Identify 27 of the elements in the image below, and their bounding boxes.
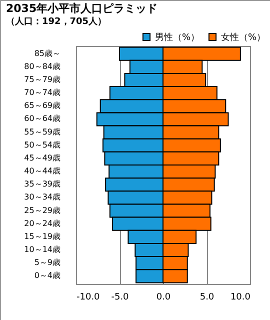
- y-tick-label: 30～34歳: [24, 192, 60, 202]
- legend-label: 男性（%）: [155, 32, 200, 43]
- chart-subtitle: （人口：192，705人）: [6, 16, 107, 27]
- y-tick-label: 5～9歳: [34, 258, 60, 268]
- y-tick-label: 0～4歳: [34, 271, 60, 280]
- x-tick-label: -5.0: [111, 292, 130, 302]
- y-tick-label: 60～64歳: [24, 114, 60, 124]
- y-tick-label: 15～19歳: [24, 232, 60, 241]
- y-tick-label: 40～44歳: [24, 166, 60, 176]
- y-tick-label: 55～59歳: [24, 127, 60, 136]
- y-tick-label: 10～14歳: [24, 245, 60, 254]
- y-tick-label: 70～74歳: [24, 88, 60, 98]
- y-tick-label: 80～84歳: [24, 62, 60, 71]
- y-tick-label: 75～79歳: [24, 75, 60, 84]
- legend-label: 女性（%）: [221, 32, 266, 43]
- y-tick-label: 35～39歳: [24, 180, 60, 189]
- x-tick-label: -10.0: [76, 292, 100, 302]
- y-tick-label: 45～49歳: [24, 153, 60, 162]
- y-tick-label: 50～54歳: [24, 140, 60, 150]
- x-tick-label: 5.0: [200, 292, 214, 302]
- y-tick-label: 85歳～: [34, 48, 60, 58]
- y-tick-label: 20～24歳: [24, 218, 60, 228]
- x-tick-label: 10.0: [230, 292, 251, 302]
- y-tick-label: 65～69歳: [24, 101, 60, 110]
- x-tick-label: 0.0: [156, 292, 171, 302]
- y-tick-label: 25～29歳: [24, 206, 60, 215]
- chart-title: 2035年小平市人口ピラミッド: [6, 2, 158, 15]
